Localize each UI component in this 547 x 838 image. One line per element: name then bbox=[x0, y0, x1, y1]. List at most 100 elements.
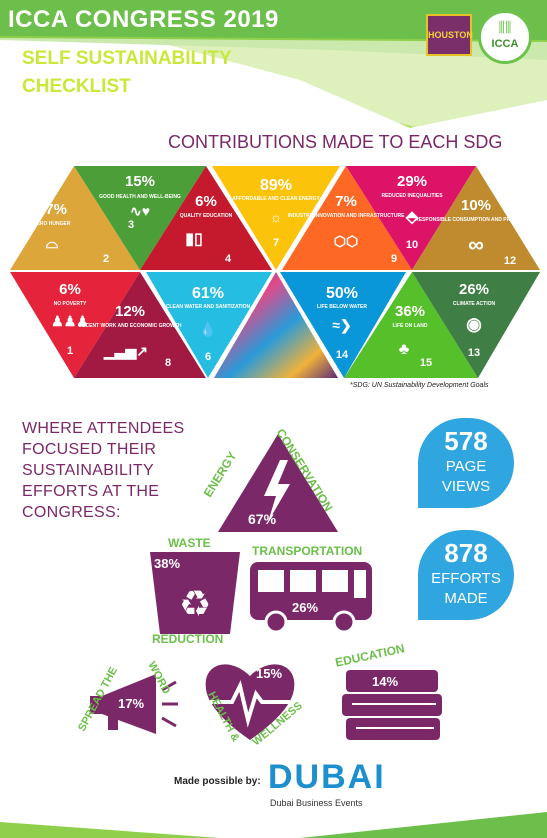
book-pencil-icon: ▮▯ bbox=[185, 231, 203, 248]
transportation-pct: 26% bbox=[292, 600, 318, 615]
health-wellness-graphic: 15% HEALTH & WELLNESS bbox=[205, 664, 305, 748]
sdg-13-label: CLIMATE ACTION bbox=[453, 301, 496, 307]
sdg-1-tile bbox=[10, 272, 140, 378]
sdg-7-number: 7 bbox=[273, 237, 279, 249]
bus-wheel-icon bbox=[332, 610, 356, 634]
tree-icon: ♣ bbox=[399, 341, 410, 358]
sdg-2-label: ZERO HUNGER bbox=[34, 221, 71, 227]
lightning-icon bbox=[264, 460, 290, 522]
sdg-9-number: 9 bbox=[391, 253, 397, 265]
focus-heading-line: FOCUSED THEIR bbox=[22, 441, 157, 458]
sdg-8-label: DECENT WORK AND ECONOMIC GROWTH bbox=[79, 323, 182, 329]
recycle-bin-graphic: 38% ♻ bbox=[150, 552, 240, 634]
sdg-1-pct: 6% bbox=[59, 281, 81, 298]
page-title: ICCA CONGRESS 2019 bbox=[8, 6, 279, 33]
made-possible-label: Made possible by: bbox=[174, 776, 261, 787]
sdg-8-number: 8 bbox=[165, 357, 171, 369]
sdg-14-label: LIFE BELOW WATER bbox=[317, 304, 367, 310]
sdg-2-pct: 37% bbox=[37, 201, 67, 218]
sdg-8-tile bbox=[74, 272, 206, 378]
sdg-8-pct: 12% bbox=[115, 303, 145, 320]
spread-pct: 17% bbox=[118, 696, 144, 711]
energy-pct: 67% bbox=[248, 511, 277, 527]
efforts-label: MADE bbox=[444, 590, 488, 607]
sdg-10-number: 10 bbox=[406, 239, 418, 251]
sdg-7-tile bbox=[212, 166, 340, 270]
sdg-7-pct: 89% bbox=[260, 177, 292, 194]
sdg-12-pct: 10% bbox=[461, 197, 491, 214]
sdg-15-label: LIFE ON LAND bbox=[393, 323, 428, 329]
sdg-10-tile bbox=[346, 166, 476, 270]
energy-conservation-graphic: 67% ENERGY CONSERVATION bbox=[201, 426, 338, 532]
icca-logo: ⫼⫼ ICCA bbox=[478, 10, 532, 64]
sdg-12-label: RESPONSIBLE CONSUMPTION AND PRODUCTION bbox=[415, 217, 537, 223]
heartbeat-icon: ∿♥ bbox=[130, 203, 150, 219]
energy-label: ENERGY bbox=[201, 449, 240, 499]
center-art bbox=[214, 272, 338, 378]
page-views-label: PAGE bbox=[445, 458, 487, 475]
cubes-icon: ⬡⬡ bbox=[334, 233, 358, 249]
focus-heading-line: WHERE ATTENDEES bbox=[22, 420, 185, 437]
fish-icon: ≈❯ bbox=[332, 317, 351, 334]
sdg-14-number: 14 bbox=[336, 349, 349, 361]
sdg-15-tile bbox=[344, 272, 478, 378]
sdg-footnote: *SDG: UN Sustainability Development Goal… bbox=[350, 382, 489, 389]
page-subtitle-line1: SELF SUSTAINABILITY bbox=[22, 48, 232, 69]
dubai-logo: DUBAI bbox=[268, 758, 386, 796]
heart-icon bbox=[205, 664, 295, 740]
sdg-13-tile bbox=[412, 272, 540, 378]
focus-heading-line: EFFORTS AT THE bbox=[22, 483, 160, 500]
health-pct: 15% bbox=[256, 666, 282, 681]
houston-logo: HOUSTON bbox=[426, 14, 473, 56]
sdg-13-number: 13 bbox=[468, 347, 480, 359]
efforts-number: 878 bbox=[444, 538, 488, 568]
sdg-4-number: 4 bbox=[225, 253, 232, 265]
bus-wheel-icon bbox=[264, 610, 288, 634]
focus-heading: WHERE ATTENDEES FOCUSED THEIR SUSTAINABI… bbox=[22, 418, 184, 523]
waste-pct: 38% bbox=[154, 556, 180, 571]
reduction-label: REDUCTION bbox=[152, 632, 224, 646]
header-band bbox=[0, 0, 547, 128]
sdg-14-tile bbox=[280, 272, 406, 378]
page-subtitle-line2: CHECKLIST bbox=[22, 76, 131, 97]
sdg-4-pct: 6% bbox=[195, 193, 217, 210]
sdg-4-tile bbox=[140, 166, 272, 270]
efforts-bubble: 878 EFFORTS MADE bbox=[418, 530, 514, 620]
sdg-section-title: CONTRIBUTIONS MADE TO EACH SDG bbox=[168, 132, 503, 152]
infinity-icon: ∞ bbox=[468, 232, 484, 257]
sdg-10-label: REDUCED INEQUALITIES bbox=[381, 193, 443, 199]
waste-label: WASTE bbox=[168, 536, 211, 550]
page-views-number: 578 bbox=[444, 426, 488, 456]
focus-heading-line: CONGRESS: bbox=[22, 504, 121, 521]
sdg-10-pct: 29% bbox=[397, 173, 427, 190]
sdg-3-tile bbox=[74, 166, 206, 270]
sdg-2-tile bbox=[10, 166, 140, 270]
family-icon: ♟♟♟ bbox=[51, 313, 89, 329]
sdg-15-number: 15 bbox=[420, 357, 432, 369]
efforts-label: EFFORTS bbox=[431, 570, 501, 587]
water-drop-icon: 💧 bbox=[199, 321, 216, 338]
growth-chart-icon: ▁▃▅↗ bbox=[103, 343, 148, 360]
icca-logo-text: ICCA bbox=[491, 38, 519, 50]
sdg-4-label: QUALITY EDUCATION bbox=[180, 213, 233, 219]
sdg-2-number: 2 bbox=[103, 253, 109, 265]
sdg-6-tile bbox=[146, 272, 272, 378]
education-pct: 14% bbox=[372, 674, 398, 689]
transportation-label: TRANSPORTATION bbox=[252, 544, 363, 558]
page-views-bubble: 578 PAGE VIEWS bbox=[418, 418, 514, 508]
sdg-9-pct: 7% bbox=[335, 193, 357, 210]
sdg-7-label: AFFORDABLE AND CLEAN ENERGY bbox=[232, 196, 320, 202]
houston-logo-text: HOUSTON bbox=[428, 30, 473, 40]
recycle-icon: ♻ bbox=[179, 584, 211, 625]
spread-word-graphic: 17% SPREAD THE WORD bbox=[76, 660, 178, 734]
eye-globe-icon: ◉ bbox=[466, 314, 482, 334]
icca-people-icon: ⫼⫼ bbox=[498, 19, 512, 35]
sdg-1-label: NO POVERTY bbox=[54, 301, 87, 307]
sdg-mosaic: 37% ZERO HUNGER ⌓ 2 15% GOOD HEALTH AND … bbox=[10, 166, 540, 378]
sdg-9-label: INDUSTRY INNOVATION AND INFRASTRUCTURE bbox=[288, 213, 406, 219]
focus-heading-line: SUSTAINABILITY bbox=[22, 462, 154, 479]
sdg-13-pct: 26% bbox=[459, 281, 489, 298]
sdg-6-number: 6 bbox=[205, 351, 211, 363]
sdg-9-tile bbox=[282, 166, 412, 270]
dubai-business-events-label: Dubai Business Events bbox=[270, 798, 363, 808]
